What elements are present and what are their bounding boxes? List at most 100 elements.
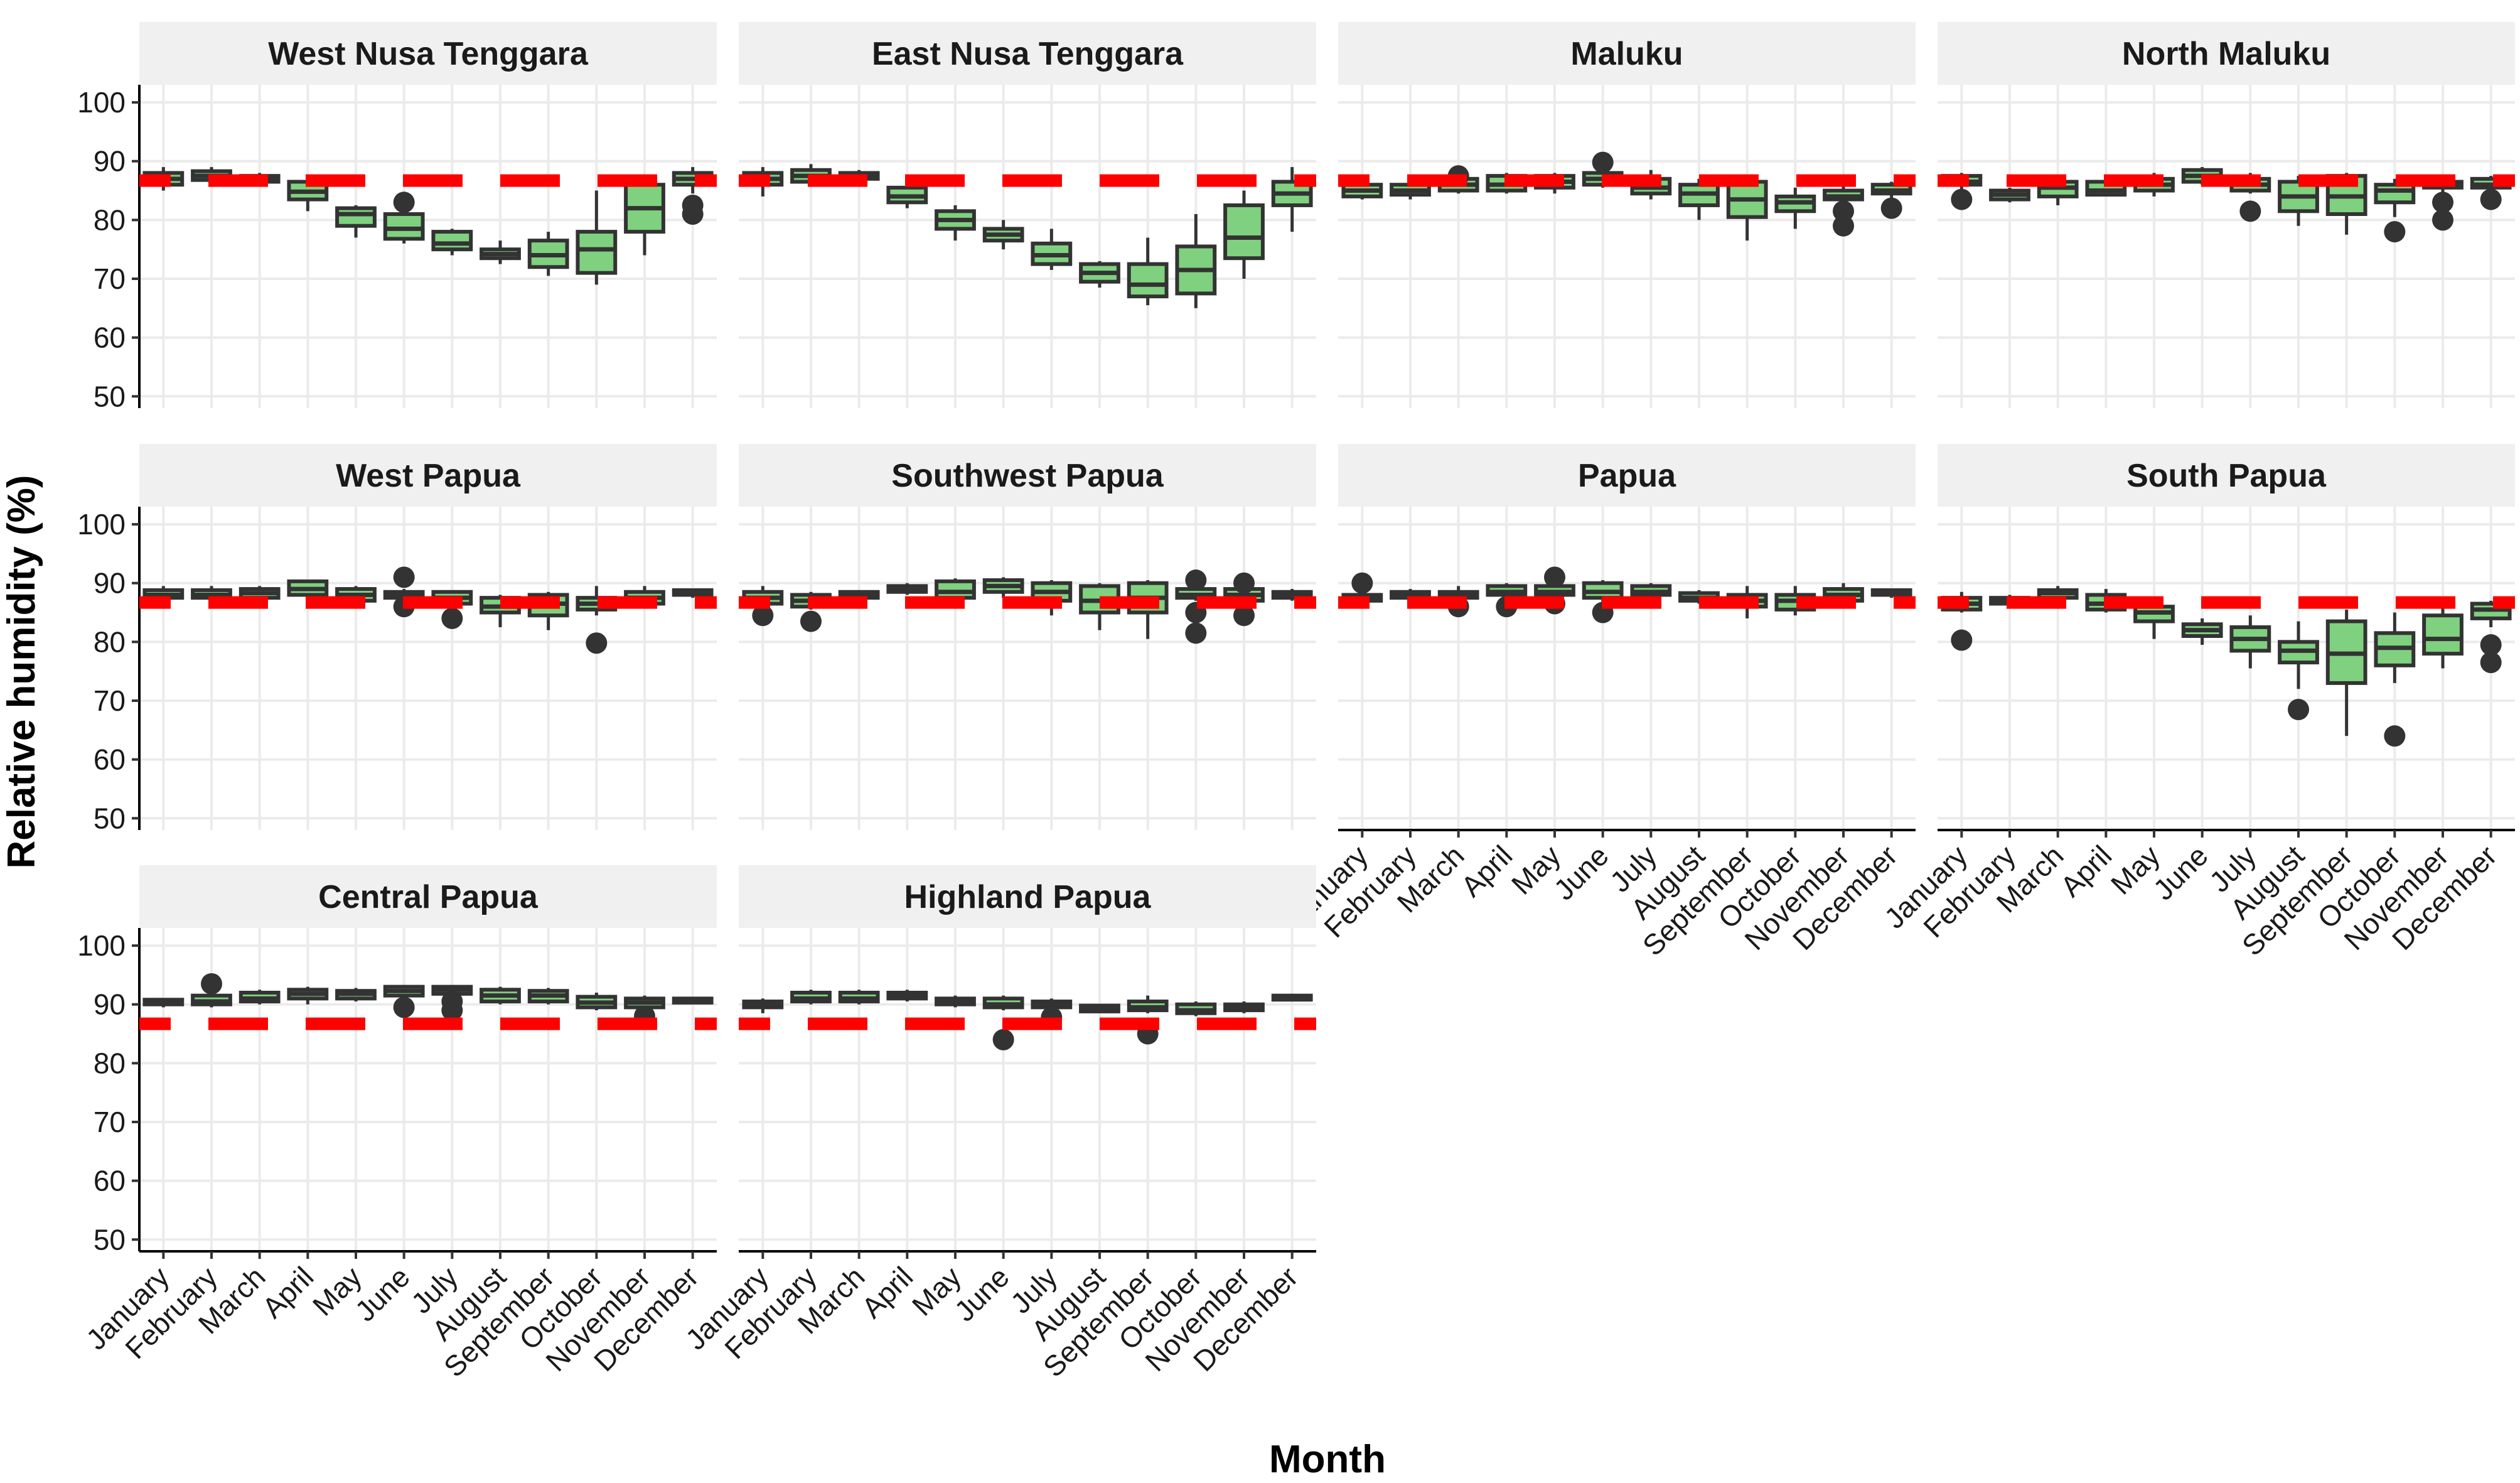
outlier-point [393, 191, 415, 213]
x-tick-label: April [256, 1260, 320, 1324]
box-june [2181, 618, 2223, 645]
panels-layer: West Nusa Tenggara 50 60 70 80 90 100 East Nusa… [77, 22, 2515, 1383]
box-october [2374, 612, 2416, 747]
outlier-point [800, 610, 822, 632]
box-august [1079, 261, 1120, 288]
box-may [335, 988, 377, 1002]
outlier-point [586, 632, 608, 654]
panel-west-nusa-tenggara: West Nusa Tenggara 50 60 70 80 90 100 [77, 22, 717, 413]
panel-central-papua: Central Papua5060708090100JanuaryFebruar… [77, 865, 717, 1383]
box-october [1175, 214, 1217, 308]
outlier-point [441, 607, 463, 629]
facet-strip [739, 22, 1316, 85]
outlier-point [2432, 209, 2453, 231]
facet-strip-label: Central Papua [318, 879, 539, 915]
facet-strip-label: Highland Papua [904, 879, 1152, 915]
box-april [287, 986, 329, 1005]
box-iqr [576, 230, 618, 275]
box-august [480, 240, 521, 264]
box-april [886, 185, 928, 208]
y-tick-label: 60 [94, 1165, 126, 1197]
box-july [431, 590, 473, 629]
facet-strip [1938, 22, 2515, 85]
outlier-point [1833, 200, 1854, 222]
outlier-point [2480, 652, 2502, 674]
box-november [2422, 607, 2464, 669]
box-iqr [935, 579, 976, 600]
outlier-point [393, 566, 415, 588]
box-october [576, 190, 618, 285]
y-axis-title: Relative humidity (%) [0, 475, 43, 869]
facet-strip-label: North Maluku [2122, 36, 2330, 72]
y-tick-label: 70 [94, 262, 126, 295]
facet-strip-label: East Nusa Tenggara [872, 36, 1184, 72]
facet-strip [1338, 444, 1916, 507]
y-tick-label: 90 [94, 145, 126, 178]
outlier-point [682, 194, 704, 216]
outlier-point [441, 991, 463, 1013]
facet-strip [739, 865, 1316, 928]
outlier-point [2288, 699, 2309, 721]
box-september [2325, 609, 2367, 736]
box-november [624, 995, 665, 1027]
outlier-point [1351, 572, 1373, 594]
box-september [527, 232, 569, 276]
panel-papua: PapuaJanuaryFebruaryMarchAprilMayJuneJul… [1279, 444, 1916, 962]
facet-strip-label: Papua [1578, 458, 1676, 494]
y-tick-label: 90 [94, 567, 126, 600]
box-june [982, 220, 1024, 250]
box-september [1726, 176, 1768, 241]
outlier-point [1951, 188, 1973, 210]
outlier-point [1544, 566, 1565, 588]
outlier-point [1880, 197, 1902, 219]
box-september [527, 988, 569, 1005]
x-tick-label: April [1455, 839, 1519, 903]
box-september [1127, 580, 1169, 639]
y-tick-label: 70 [94, 1106, 126, 1138]
outlier-point [1185, 569, 1207, 591]
box-january [1341, 178, 1383, 200]
y-tick-label: 70 [94, 684, 126, 717]
box-september [1127, 237, 1169, 306]
box-july [2229, 615, 2271, 669]
box-december [1271, 589, 1313, 601]
panel-south-papua: South PapuaJanuaryFebruaryMarchAprilMayJ… [1878, 444, 2515, 962]
x-tick-label: June [2147, 839, 2214, 906]
box-december [1870, 588, 1912, 598]
y-tick-label: 80 [94, 1047, 126, 1079]
x-tick-label: April [855, 1260, 920, 1324]
box-october [1774, 187, 1816, 229]
outlier-point [1185, 622, 1207, 644]
outlier-point [2480, 188, 2502, 210]
box-july [431, 229, 473, 256]
box-june [982, 995, 1024, 1050]
panel-southwest-papua: Southwest Papua [739, 444, 1316, 830]
box-october [576, 993, 618, 1011]
x-tick-label: June [348, 1260, 416, 1327]
box-april [886, 583, 928, 595]
box-august [2278, 621, 2319, 721]
y-tick-label: 90 [94, 988, 126, 1021]
y-tick-label: 100 [77, 929, 126, 962]
box-may [2133, 603, 2175, 639]
facet-strip [139, 22, 717, 85]
x-tick-label: April [2054, 839, 2118, 903]
facet-strip [1338, 22, 1916, 85]
box-december [672, 588, 714, 598]
y-tick-label: 50 [94, 1223, 126, 1256]
box-december [672, 996, 714, 1005]
box-iqr [2422, 613, 2464, 656]
facet-strip [739, 444, 1316, 507]
box-november [1223, 190, 1265, 279]
box-february [191, 973, 232, 1008]
facet-strip-label: Maluku [1570, 36, 1683, 72]
box-december [1271, 993, 1313, 1002]
outlier-point [2432, 191, 2453, 213]
facet-strip-label: West Nusa Tenggara [268, 36, 589, 72]
y-tick-label: 80 [94, 625, 126, 658]
box-july [431, 984, 473, 1022]
box-january [742, 998, 784, 1013]
box-november [624, 176, 665, 256]
box-february [790, 990, 832, 1005]
outlier-point [2239, 200, 2261, 222]
